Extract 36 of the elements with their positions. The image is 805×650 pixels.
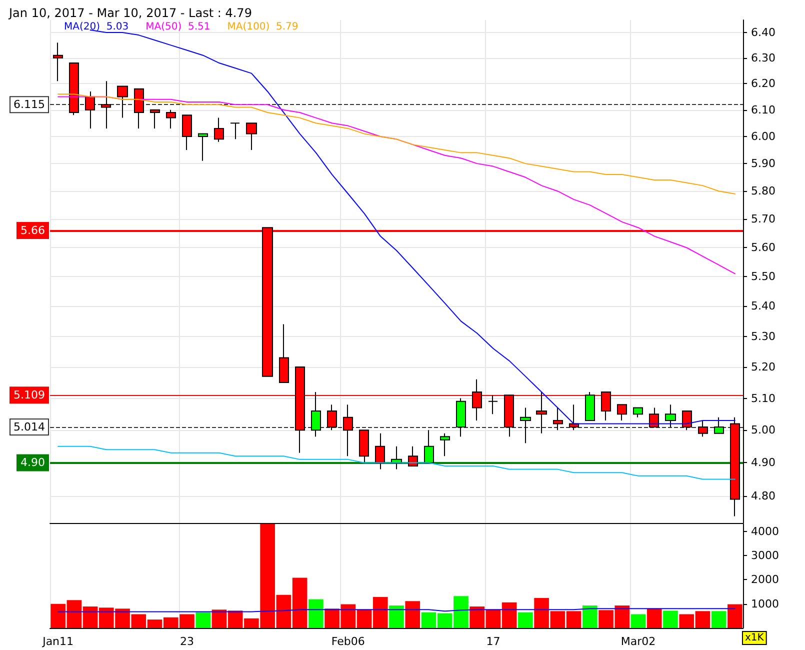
x-tick-label: 23: [180, 635, 194, 648]
y-tick-label: 6.30: [751, 51, 776, 64]
y-tick-label: 5.30: [751, 330, 776, 343]
y-tick-label: 6.00: [751, 130, 776, 143]
y-tick-label: 4000: [751, 524, 779, 538]
y-tick-label: 6.20: [751, 77, 776, 90]
y-tick-label: 5.10: [751, 392, 776, 405]
y-tick-label: 1000: [751, 597, 779, 610]
ref-line-label: 5.014: [14, 420, 45, 434]
x-tick-label: Feb06: [331, 635, 365, 648]
y-tick-label: 5.20: [751, 360, 776, 374]
ref-line-label: 5.109: [14, 388, 45, 402]
ref-line-label: 4.90: [20, 456, 45, 470]
x-tick-label: 17: [486, 635, 500, 648]
y-tick-label: 5.90: [751, 157, 776, 170]
y-tick-label: 4.80: [751, 489, 776, 502]
y-tick-label: 5.40: [751, 300, 776, 313]
y-tick-label: 6.40: [751, 26, 776, 40]
ref-line-label: 6.115: [14, 98, 45, 112]
y-tick-label: 5.50: [751, 270, 776, 284]
y-axis-title: x1K: [745, 632, 764, 644]
x-tick-label: Mar02: [620, 635, 656, 648]
ref-line-label: 5.66: [20, 224, 45, 237]
text: MA(50) 5.51: [146, 22, 210, 32]
y-tick-label: 6.10: [751, 103, 776, 116]
x-tick-label: Jan11: [42, 635, 74, 648]
y-tick-label: 4.90: [751, 456, 776, 470]
y-tick-label: 2000: [751, 573, 779, 586]
chart-title: Jan 10, 2017 - Mar 10, 2017 - Last : 4.79: [8, 6, 252, 20]
y-tick-label: 5.70: [751, 212, 776, 226]
y-tick-label: 3000: [751, 548, 779, 562]
series-label: MA(20) 5.03: [64, 22, 129, 32]
y-tick-label: 5.80: [751, 184, 776, 198]
y-tick-label: 5.60: [751, 241, 776, 254]
text: MA(100) 5.79: [227, 22, 298, 32]
y-tick-label: 5.00: [751, 424, 776, 437]
